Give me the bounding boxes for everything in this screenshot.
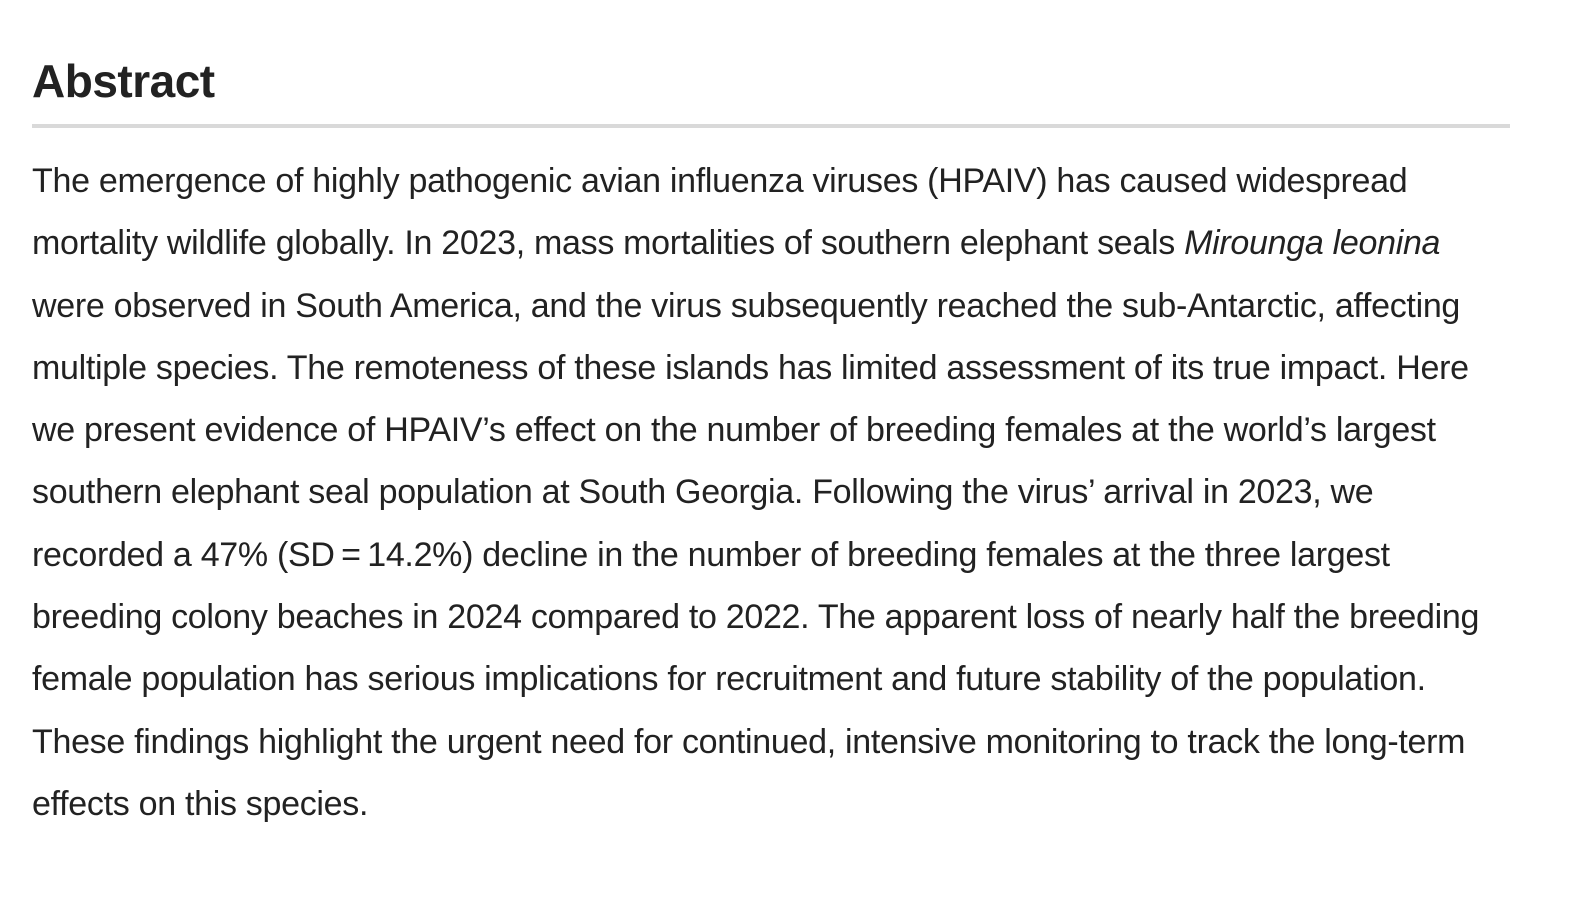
abstract-text-part2: were observed in South America, and the … <box>32 286 1480 823</box>
abstract-heading: Abstract <box>32 55 215 107</box>
species-name: Mirounga leonina <box>1184 224 1441 263</box>
abstract-text-part1: The emergence of highly pathogenic avian… <box>32 162 1408 263</box>
heading-divider <box>32 124 1510 128</box>
abstract-section: Abstract The emergence of highly pathoge… <box>32 50 1510 835</box>
abstract-body: The emergence of highly pathogenic avian… <box>32 150 1510 835</box>
